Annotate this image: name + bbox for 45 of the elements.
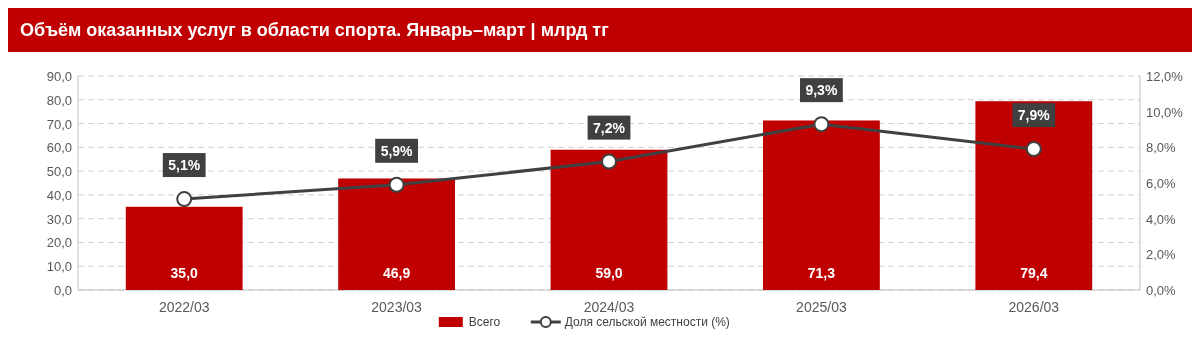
x-tick-label: 2023/03	[371, 299, 423, 315]
y-tick-label: 20,0	[46, 235, 72, 251]
y-tick-label: 50,0	[46, 164, 72, 180]
data-label: 71,3	[807, 265, 836, 281]
data-label: 46,9	[382, 265, 411, 281]
bar	[975, 101, 1093, 290]
point	[813, 116, 830, 133]
y2-tick-label: 6,0%	[1146, 176, 1177, 191]
y-tick-label: 0,0	[53, 283, 72, 298]
point	[601, 153, 617, 170]
data-label: 7,2%	[593, 119, 626, 136]
point	[388, 176, 405, 193]
data-label: 9,3%	[805, 82, 838, 99]
data-label: 79,4	[1020, 265, 1048, 281]
y2-tick-label: 2,0%	[1146, 247, 1177, 263]
y2-tick-label: 0,0%	[1146, 283, 1177, 298]
data-label: 35,0	[170, 265, 199, 281]
point	[1025, 141, 1042, 158]
chart-title: Объём оказанных услуг в области спорта. Январь–март | млрд тг	[20, 20, 610, 40]
bar	[125, 206, 243, 290]
y-tick-label: 30,0	[46, 211, 72, 227]
x-tick-label: 2026/03	[1008, 299, 1060, 315]
x-tick-label: 2024/03	[583, 299, 635, 315]
data-label: 7,9%	[1017, 107, 1051, 124]
y2-tick-label: 4,0%	[1146, 211, 1177, 227]
y2-tick-label: 10,0%	[1146, 104, 1184, 120]
legend-label: Всего	[468, 315, 501, 329]
bar	[550, 149, 668, 290]
x-tick-label: 2025/03	[796, 299, 847, 315]
y2-tick-label: 12,0%	[1146, 69, 1184, 84]
y-tick-label: 90,0	[46, 69, 72, 84]
data-label: 59,0	[595, 265, 623, 281]
bar	[762, 120, 880, 290]
x-tick-label: 2022/03	[158, 299, 210, 315]
y-tick-label: 80,0	[46, 92, 72, 108]
y-tick-label: 40,0	[46, 187, 72, 203]
y-tick-label: 70,0	[46, 116, 72, 132]
point	[176, 191, 193, 208]
y2-tick-label: 8,0%	[1146, 140, 1177, 156]
data-label: 5,9%	[380, 142, 414, 159]
y-tick-label: 60,0	[46, 140, 72, 156]
y-tick-label: 10,0	[46, 259, 72, 275]
data-label: 5,1%	[168, 157, 201, 174]
bar	[338, 178, 456, 290]
legend-label: Доля сельской местности (%)	[564, 315, 730, 329]
